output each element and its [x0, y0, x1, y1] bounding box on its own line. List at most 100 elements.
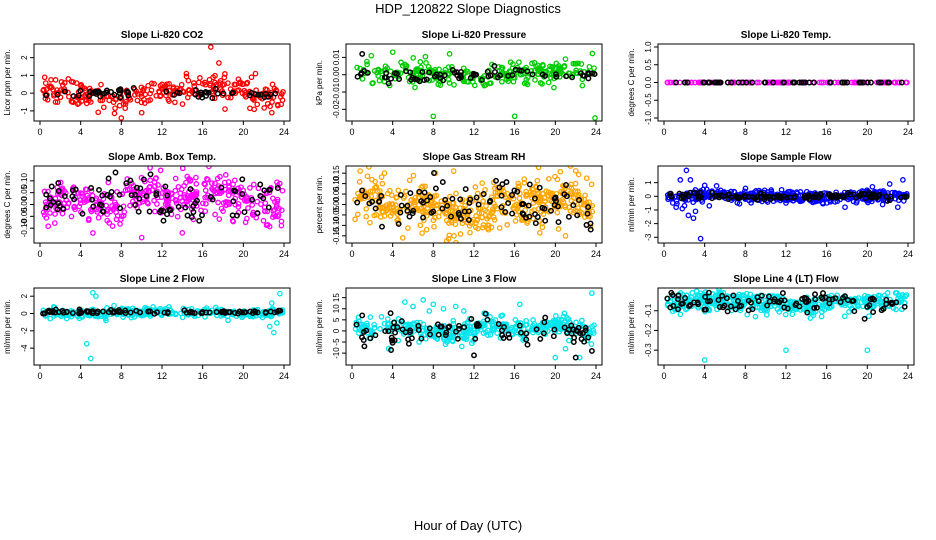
data-point: [260, 217, 267, 224]
reference-point: [175, 203, 182, 210]
data-point: [65, 76, 72, 82]
reference-point: [212, 85, 219, 92]
outlier-point: [385, 80, 392, 87]
data-point: [591, 322, 597, 329]
x-tick-label: 12: [469, 127, 479, 137]
data-point: [451, 81, 457, 88]
reference-point: [533, 326, 540, 333]
data-point: [512, 317, 519, 323]
outlier-point: [239, 81, 246, 88]
reference-point: [468, 315, 475, 322]
data-point: [154, 201, 160, 207]
reference-point: [435, 331, 442, 338]
data-point: [585, 213, 591, 220]
reference-point: [850, 297, 857, 304]
reference-point: [111, 91, 118, 98]
data-point: [395, 187, 402, 194]
data-point: [263, 222, 270, 229]
outlier-point: [83, 340, 90, 347]
data-point: [261, 105, 268, 111]
reference-point: [766, 293, 772, 300]
reference-point: [167, 207, 174, 214]
reference-point: [265, 204, 272, 211]
reference-point: [506, 334, 513, 341]
y-axis-label: kPa per min.: [315, 60, 324, 105]
data-point: [524, 220, 530, 226]
data-point: [818, 79, 825, 86]
x-tick-label: 0: [349, 249, 354, 259]
reference-point: [267, 91, 274, 98]
data-point: [523, 321, 530, 328]
data-point: [277, 94, 284, 100]
reference-point: [55, 179, 62, 186]
reference-point: [778, 195, 785, 201]
outlier-point: [572, 354, 579, 361]
y-tick-label: 2: [20, 55, 29, 60]
data-point: [499, 209, 506, 216]
reference-point: [770, 194, 777, 201]
x-tick-label: 4: [702, 371, 707, 381]
reference-point: [791, 193, 798, 200]
reference-point: [682, 295, 689, 301]
data-point: [491, 216, 498, 223]
x-tick-label: 16: [510, 127, 520, 137]
outlier-point: [592, 115, 598, 121]
data-point: [432, 214, 438, 221]
data-points: [664, 79, 910, 86]
reference-point: [385, 328, 392, 335]
data-point: [52, 99, 59, 105]
reference-point: [784, 305, 791, 312]
reference-point: [116, 90, 123, 97]
reference-point: [241, 209, 248, 216]
data-point: [544, 319, 550, 326]
reference-point: [61, 193, 68, 200]
data-point: [535, 166, 542, 171]
data-point: [764, 199, 771, 205]
data-point: [671, 79, 677, 86]
outlier-point: [900, 177, 906, 183]
outlier-point: [420, 297, 427, 303]
data-point: [112, 201, 119, 208]
reference-point: [495, 321, 502, 327]
outlier-point: [687, 177, 694, 183]
reference-point: [254, 210, 261, 217]
data-point: [410, 55, 417, 61]
reference-point: [841, 79, 848, 86]
reference-point: [43, 204, 50, 211]
data-point: [486, 213, 493, 220]
data-point: [453, 190, 459, 197]
outlier-point: [357, 168, 363, 174]
reference-point: [552, 71, 559, 78]
outlier-point: [452, 303, 459, 310]
reference-point: [851, 308, 858, 315]
reference-point: [427, 194, 434, 200]
reference-point: [199, 309, 206, 316]
data-point: [471, 332, 478, 339]
x-tick-label: 4: [390, 127, 395, 137]
reference-point: [440, 77, 447, 84]
reference-point: [857, 79, 864, 86]
reference-point: [696, 189, 703, 196]
reference-point: [222, 309, 228, 316]
x-tick-label: 16: [822, 249, 832, 259]
reference-point: [398, 202, 405, 209]
data-point: [379, 208, 385, 215]
reference-point: [454, 335, 461, 342]
data-point: [529, 60, 535, 67]
reference-point: [456, 325, 463, 332]
outlier-point: [87, 355, 94, 362]
reference-point: [398, 318, 405, 325]
reference-point: [480, 191, 487, 197]
x-tick-label: 0: [349, 371, 354, 381]
panel-title: Slope Line 3 Flow: [432, 274, 517, 285]
data-point: [86, 196, 93, 203]
reference-point: [518, 67, 525, 74]
data-point: [187, 178, 194, 184]
panel-4: Slope Amb. Box Temp. degrees C per min. 0 4…: [3, 152, 291, 259]
reference-point: [484, 316, 491, 323]
data-point: [536, 65, 543, 72]
data-point: [47, 84, 53, 91]
data-point: [570, 194, 577, 201]
reference-point: [90, 203, 97, 210]
data-point: [483, 203, 489, 209]
